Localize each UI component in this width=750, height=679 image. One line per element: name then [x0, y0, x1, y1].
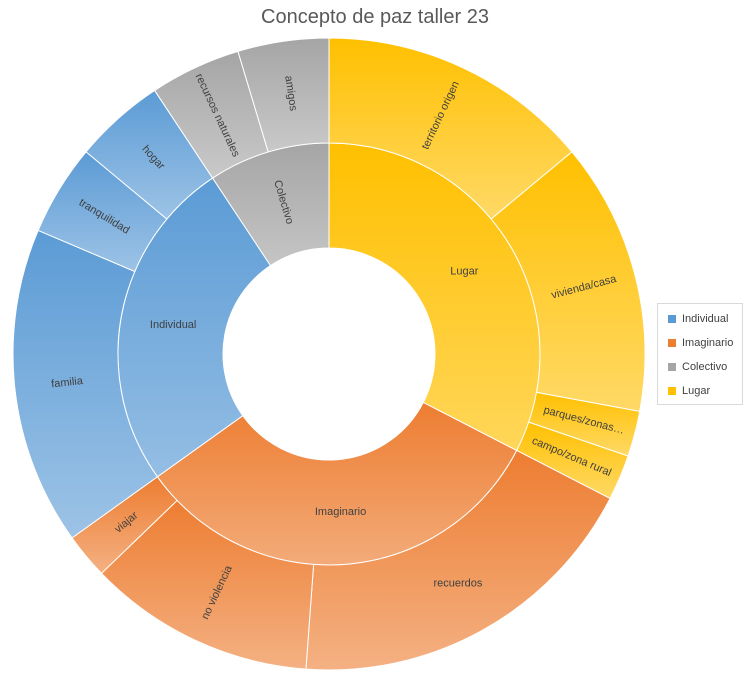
segment-amigos [237, 37, 330, 153]
legend-swatch-individual [668, 315, 676, 323]
label-individual: Individual [150, 319, 196, 331]
chart-title: Concepto de paz taller 23 [261, 6, 489, 28]
label-imaginario: Imaginario [315, 506, 366, 518]
legend-label-colectivo: Colectivo [682, 361, 728, 373]
legend-label-imaginario: Imaginario [682, 337, 734, 349]
legend-label-individual: Individual [682, 313, 729, 325]
legend-item-colectivo: Colectivo [668, 355, 742, 379]
label-amigos: amigos [282, 75, 299, 112]
label-familia: familia [51, 375, 85, 391]
legend-swatch-lugar [668, 387, 676, 395]
chart-legend: Individual Imaginario Colectivo Lugar [657, 303, 743, 405]
legend-label-lugar: Lugar [682, 385, 711, 397]
legend-item-individual: Individual [668, 307, 742, 331]
legend-item-imaginario: Imaginario [668, 331, 742, 355]
legend-item-lugar: Lugar [668, 379, 742, 403]
label-recuerdos: recuerdos [434, 578, 483, 590]
legend-swatch-colectivo [668, 363, 676, 371]
label-lugar: Lugar [450, 265, 478, 277]
legend-swatch-imaginario [668, 339, 676, 347]
